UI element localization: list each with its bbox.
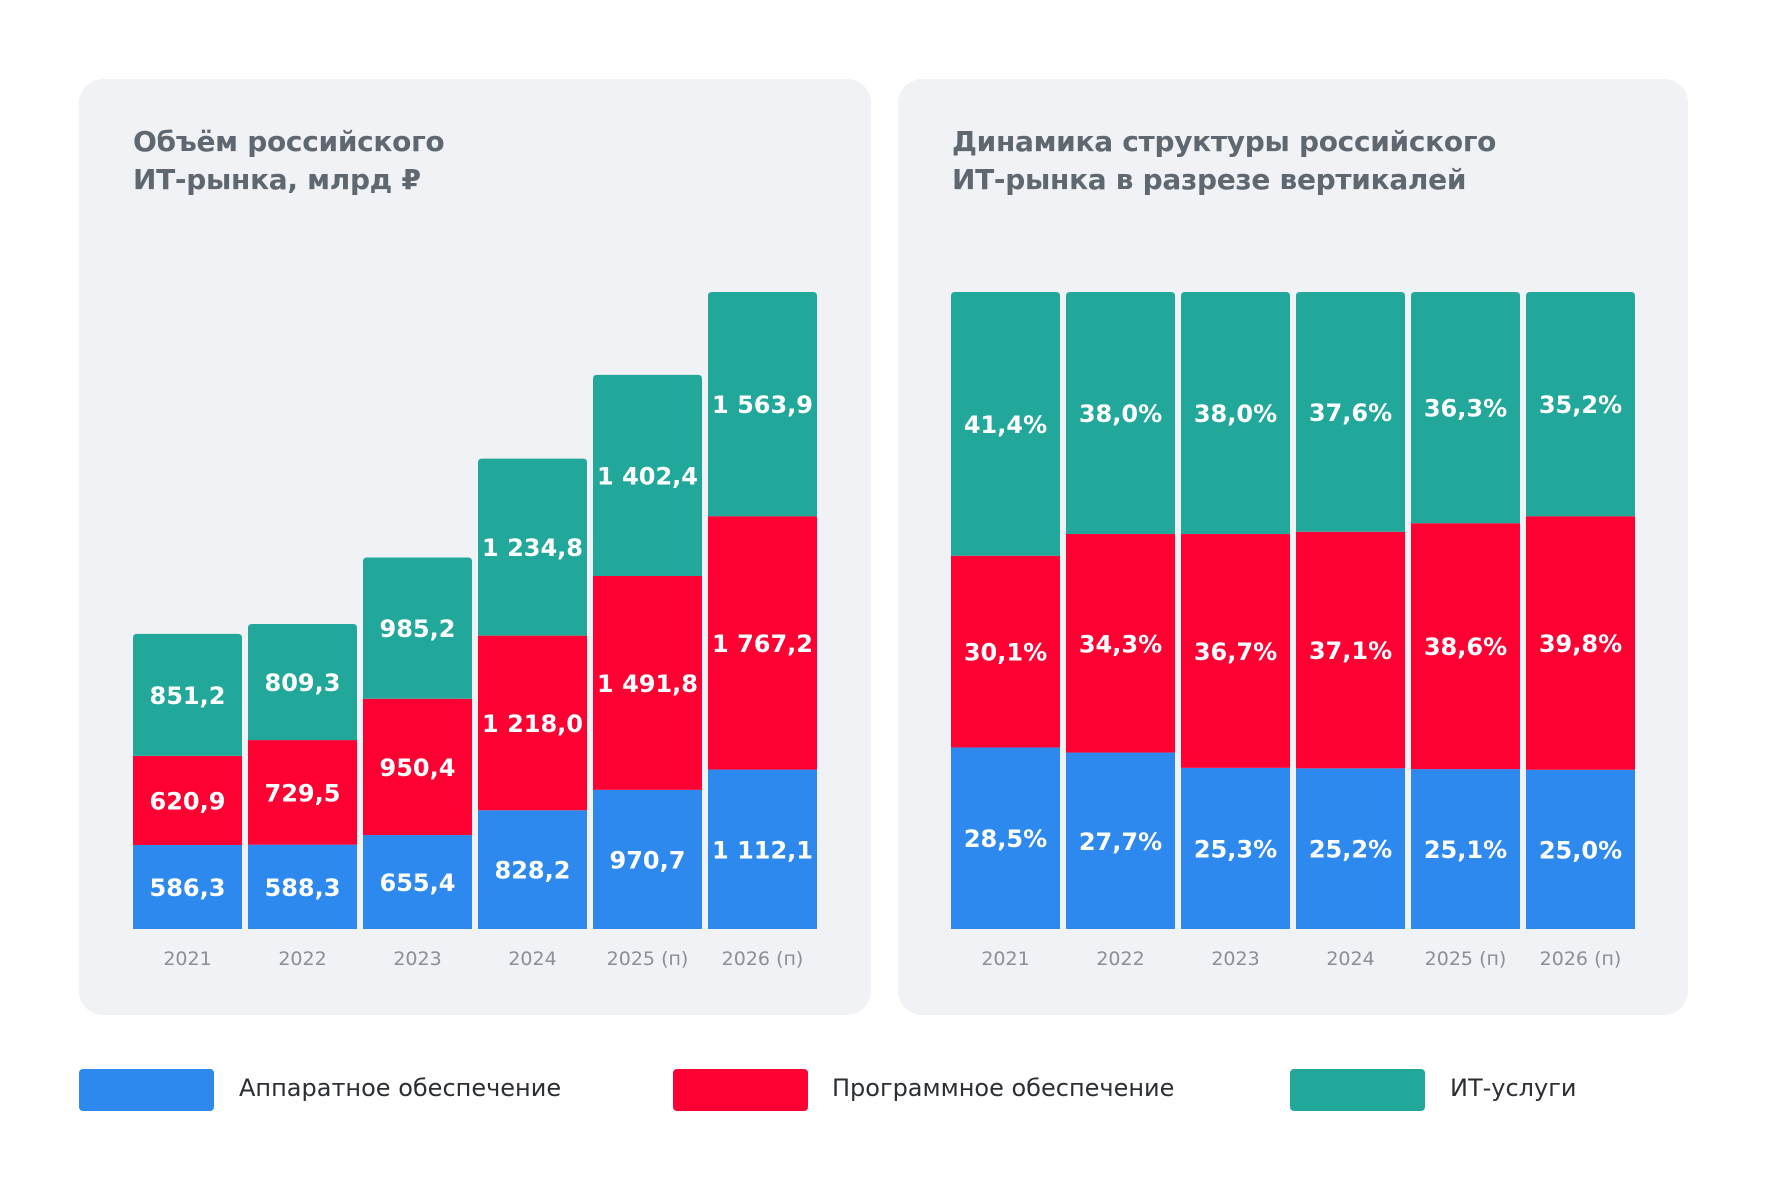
x-tick-label: 2023 bbox=[393, 948, 441, 970]
data-label-software: 1 491,8 bbox=[597, 670, 698, 698]
market-volume-title: Объём российского ИТ-рынка, млрд ₽ bbox=[133, 123, 445, 199]
data-label-software: 1 767,2 bbox=[712, 630, 813, 658]
data-label-services: 37,6% bbox=[1309, 399, 1392, 427]
data-label-software: 34,3% bbox=[1079, 630, 1162, 658]
data-label-hardware: 25,1% bbox=[1424, 836, 1507, 864]
data-label-hardware: 25,2% bbox=[1309, 836, 1392, 864]
data-label-hardware: 655,4 bbox=[380, 869, 456, 897]
bar-segment-services bbox=[1181, 292, 1290, 535]
data-label-software: 620,9 bbox=[150, 787, 226, 815]
market-structure-title: Динамика структуры российского ИТ-рынка … bbox=[952, 123, 1496, 199]
legend-swatch-services bbox=[1290, 1069, 1425, 1111]
data-label-services: 41,4% bbox=[964, 411, 1047, 439]
bar-segment-hardware bbox=[951, 747, 1060, 929]
data-label-software: 30,1% bbox=[964, 639, 1047, 667]
bar-segment-software bbox=[1296, 531, 1405, 769]
legend-swatch-hardware bbox=[79, 1069, 214, 1111]
bar-segment-software bbox=[1181, 534, 1290, 768]
data-label-software: 1 218,0 bbox=[482, 710, 583, 738]
data-label-hardware: 28,5% bbox=[964, 825, 1047, 853]
x-tick-label: 2021 bbox=[981, 948, 1029, 970]
data-label-hardware: 586,3 bbox=[150, 874, 226, 902]
bar-segment-services bbox=[708, 292, 817, 517]
data-label-services: 38,0% bbox=[1194, 400, 1277, 428]
bar-segment-software bbox=[478, 635, 587, 811]
x-tick-label: 2024 bbox=[508, 948, 556, 970]
bar-segment-hardware bbox=[478, 810, 587, 929]
bar-segment-services bbox=[593, 374, 702, 576]
bar-segment-software bbox=[1526, 516, 1635, 770]
bar-segment-software bbox=[951, 555, 1060, 748]
x-tick-label: 2021 bbox=[163, 948, 211, 970]
data-label-hardware: 970,7 bbox=[610, 846, 686, 874]
legend-label-software: Программное обеспечение bbox=[832, 1074, 1175, 1102]
data-label-services: 985,2 bbox=[380, 615, 456, 643]
bar-segment-hardware bbox=[248, 844, 357, 929]
x-tick-label: 2026 (п) bbox=[1540, 948, 1622, 970]
bar-segment-hardware bbox=[1066, 752, 1175, 929]
x-tick-label: 2022 bbox=[1096, 948, 1144, 970]
bar-segment-hardware bbox=[1411, 769, 1520, 929]
data-label-services: 1 402,4 bbox=[597, 462, 698, 490]
x-tick-label: 2024 bbox=[1326, 948, 1374, 970]
bar-segment-services bbox=[1296, 292, 1405, 532]
legend-label-services: ИТ-услуги bbox=[1450, 1074, 1577, 1102]
data-label-hardware: 588,3 bbox=[265, 874, 341, 902]
data-label-hardware: 828,2 bbox=[495, 857, 571, 885]
bar-segment-services bbox=[248, 624, 357, 741]
bar-segment-hardware bbox=[1526, 769, 1635, 929]
data-label-software: 950,4 bbox=[380, 754, 456, 782]
x-tick-label: 2022 bbox=[278, 948, 326, 970]
data-label-software: 38,6% bbox=[1424, 633, 1507, 661]
data-label-services: 1 563,9 bbox=[712, 391, 813, 419]
bar-segment-services bbox=[478, 458, 587, 636]
x-tick-label: 2023 bbox=[1211, 948, 1259, 970]
bar-segment-services bbox=[951, 292, 1060, 556]
bar-segment-hardware bbox=[1181, 767, 1290, 929]
data-label-hardware: 25,3% bbox=[1194, 835, 1277, 863]
data-label-services: 1 234,8 bbox=[482, 534, 583, 562]
bar-segment-services bbox=[1411, 292, 1520, 524]
x-tick-label: 2026 (п) bbox=[722, 948, 804, 970]
title-line-1: Динамика структуры российского bbox=[952, 125, 1497, 158]
bar-segment-hardware bbox=[133, 844, 242, 929]
data-label-services: 36,3% bbox=[1424, 395, 1507, 423]
data-label-services: 809,3 bbox=[265, 669, 341, 697]
bar-segment-services bbox=[133, 633, 242, 756]
data-label-software: 36,7% bbox=[1194, 638, 1277, 666]
data-label-hardware: 27,7% bbox=[1079, 828, 1162, 856]
title-line-2: ИТ-рынка в разрезе вертикалей bbox=[952, 163, 1467, 196]
bar-segment-services bbox=[1066, 292, 1175, 535]
bar-segment-software bbox=[593, 575, 702, 790]
bar-segment-software bbox=[708, 516, 817, 770]
bar-segment-software bbox=[1411, 523, 1520, 770]
bar-segment-software bbox=[363, 698, 472, 836]
title-line-2: ИТ-рынка, млрд ₽ bbox=[133, 163, 421, 196]
bar-segment-software bbox=[248, 740, 357, 845]
data-label-software: 39,8% bbox=[1539, 630, 1622, 658]
bar-segment-hardware bbox=[708, 769, 817, 929]
x-tick-label: 2025 (п) bbox=[607, 948, 689, 970]
legend-label-hardware: Аппаратное обеспечение bbox=[239, 1074, 562, 1102]
bar-segment-services bbox=[363, 557, 472, 699]
bar-segment-hardware bbox=[363, 835, 472, 929]
x-tick-label: 2025 (п) bbox=[1425, 948, 1507, 970]
legend-swatch-software bbox=[673, 1069, 808, 1111]
data-label-hardware: 25,0% bbox=[1539, 836, 1622, 864]
data-label-software: 729,5 bbox=[265, 779, 341, 807]
bar-segment-software bbox=[133, 755, 242, 845]
data-label-services: 38,0% bbox=[1079, 400, 1162, 428]
title-line-1: Объём российского bbox=[133, 125, 445, 158]
data-label-services: 35,2% bbox=[1539, 391, 1622, 419]
bar-segment-hardware bbox=[1296, 768, 1405, 929]
data-label-hardware: 1 112,1 bbox=[712, 836, 813, 864]
bar-segment-services bbox=[1526, 292, 1635, 517]
bar-segment-software bbox=[1066, 534, 1175, 753]
bar-segment-hardware bbox=[593, 789, 702, 929]
data-label-software: 37,1% bbox=[1309, 637, 1392, 665]
data-label-services: 851,2 bbox=[150, 682, 226, 710]
